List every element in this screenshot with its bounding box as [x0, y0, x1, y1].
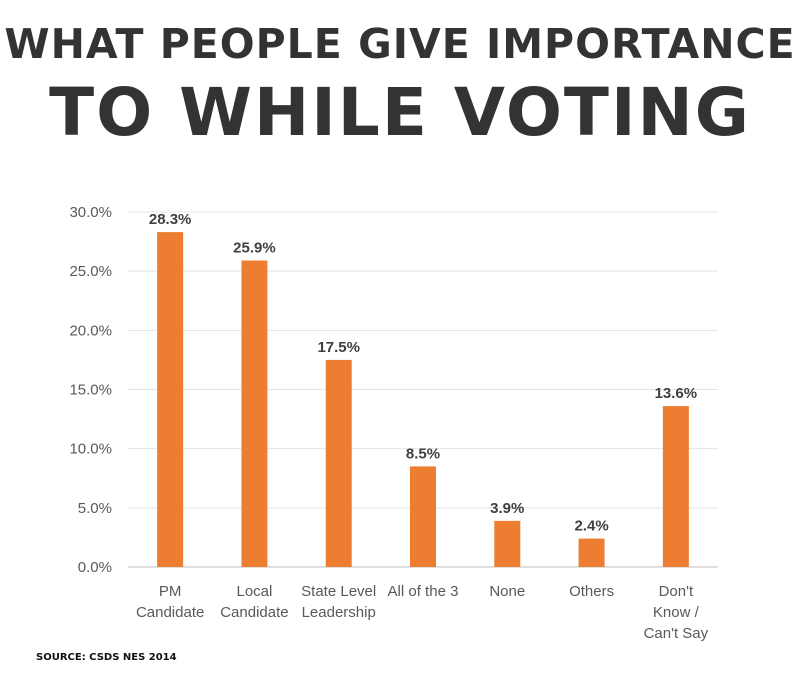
x-tick-label: Can't Say: [644, 625, 709, 642]
data-label: 3.9%: [490, 500, 524, 517]
bar-chart: 0.0% 5.0% 10.0% 15.0% 20.0% 25.0% 30.0% 28.3% PM…: [69, 204, 718, 642]
x-tick-label: All of the 3: [388, 583, 459, 600]
x-tick-label: None: [489, 583, 525, 600]
bar: [662, 406, 689, 567]
x-tick-label: Don't: [659, 583, 694, 600]
x-tick-label: Candidate: [136, 604, 204, 621]
bar: [410, 466, 436, 567]
chart-title-line-2: TO WHILE VOTING: [49, 74, 751, 151]
x-tick-label: Candidate: [220, 604, 288, 621]
data-label: 8.5%: [406, 445, 440, 462]
y-tick-label: 10.0%: [69, 441, 112, 458]
x-tick-label: Others: [569, 583, 614, 600]
y-tick-label: 20.0%: [69, 322, 112, 339]
data-label: 2.4%: [574, 518, 608, 535]
y-tick-label: 25.0%: [69, 263, 112, 280]
y-tick-label: 0.0%: [78, 559, 112, 576]
x-tick-label: PM: [159, 583, 182, 600]
data-label: 28.3%: [149, 211, 192, 228]
x-tick-label: Local: [236, 583, 272, 600]
bar: [494, 520, 521, 567]
y-tick-label: 5.0%: [78, 500, 112, 517]
x-tick-label: Know /: [653, 604, 700, 621]
source-note: SOURCE: CSDS NES 2014: [36, 652, 177, 663]
bar: [157, 232, 184, 567]
bar: [578, 538, 605, 567]
y-tick-label: 15.0%: [69, 382, 112, 399]
y-tick-label: 30.0%: [69, 204, 112, 221]
bar: [325, 359, 352, 567]
x-tick-label: State Level: [301, 583, 376, 600]
bar: [241, 260, 268, 567]
data-label: 25.9%: [233, 240, 276, 257]
data-label: 17.5%: [317, 339, 360, 356]
x-tick-label: Leadership: [302, 604, 376, 621]
data-label: 13.6%: [655, 385, 698, 402]
chart-title-line-1: WHAT PEOPLE GIVE IMPORTANCE: [4, 20, 796, 68]
